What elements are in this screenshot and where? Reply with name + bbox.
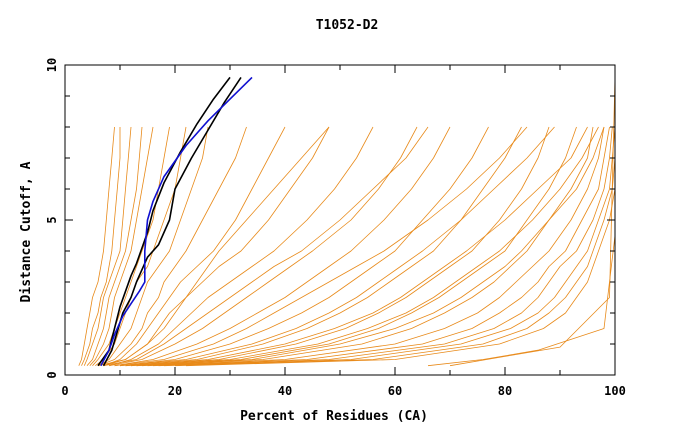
series-line-13 — [114, 126, 451, 367]
series-line-17 — [136, 126, 577, 367]
series-line-30 — [125, 126, 599, 367]
y-tick-label: 10 — [45, 58, 59, 72]
series-line-7 — [97, 126, 209, 367]
y-tick-label: 0 — [45, 371, 59, 378]
y-axis-label: Distance Cutoff, A — [19, 161, 34, 302]
series-line-2 — [83, 126, 132, 366]
chart-title: T1052-D2 — [316, 18, 379, 33]
highlight-series-line-1 — [102, 76, 242, 367]
series-line-28 — [103, 126, 429, 367]
series-line-8 — [97, 126, 247, 367]
x-tick-label: 40 — [278, 384, 292, 398]
series-line-24 — [185, 127, 615, 367]
series-line-29 — [97, 126, 330, 367]
series-line-22 — [163, 126, 615, 367]
y-tick-label: 5 — [45, 216, 59, 223]
series-line-19 — [147, 126, 605, 367]
tail-series-line-1 — [449, 77, 615, 367]
tail-series-line-0 — [427, 235, 615, 367]
series-line-0 — [78, 126, 115, 366]
x-tick-label: 0 — [61, 384, 68, 398]
x-tick-label: 100 — [604, 384, 626, 398]
highlight-series-line-2 — [100, 76, 253, 367]
series-line-25 — [114, 126, 528, 367]
series-line-14 — [119, 126, 489, 367]
x-tick-label: 20 — [168, 384, 182, 398]
x-tick-label: 80 — [498, 384, 512, 398]
series-line-10 — [103, 126, 330, 367]
series-line-15 — [125, 126, 522, 367]
series-line-12 — [108, 126, 418, 367]
series-line-18 — [141, 126, 594, 367]
series-line-26 — [119, 126, 555, 367]
series-line-21 — [158, 126, 613, 367]
series-line-16 — [130, 126, 550, 367]
x-axis-label: Percent of Residues (CA) — [240, 409, 428, 424]
highlight-series-line-0 — [97, 76, 231, 367]
series-line-11 — [108, 126, 374, 367]
series-line-23 — [174, 127, 615, 367]
series-line-3 — [86, 126, 143, 366]
series-line-31 — [136, 126, 605, 367]
x-tick-label: 60 — [388, 384, 402, 398]
series-line-4 — [89, 126, 154, 366]
series-line-1 — [81, 127, 121, 366]
series-line-20 — [152, 126, 610, 367]
series-line-9 — [103, 126, 286, 367]
series-line-27 — [130, 126, 588, 367]
